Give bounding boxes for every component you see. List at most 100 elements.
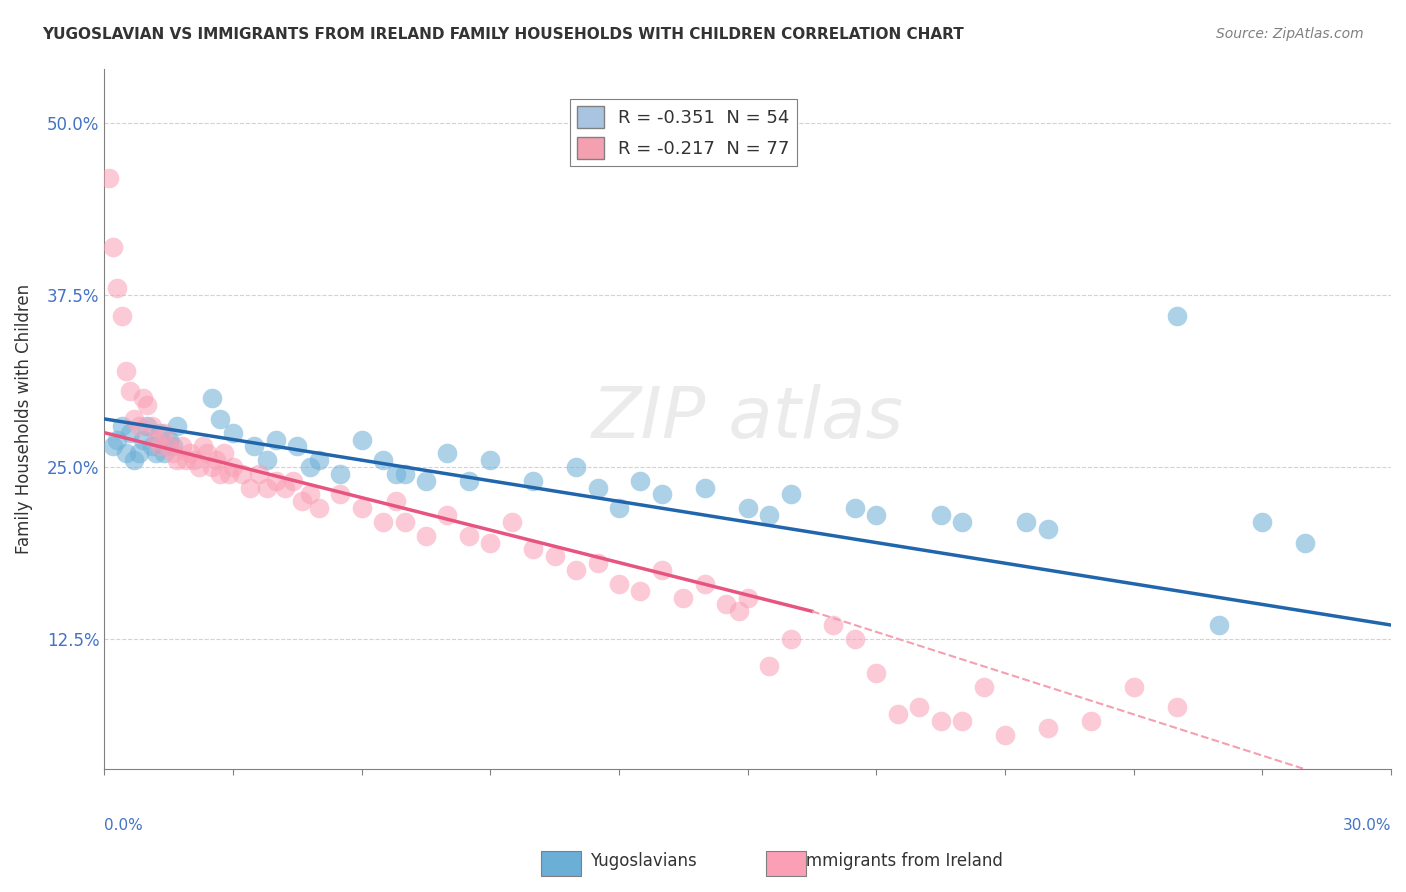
Point <box>264 474 287 488</box>
Point <box>128 418 150 433</box>
Point <box>630 474 652 488</box>
Point <box>586 481 609 495</box>
Point <box>149 439 172 453</box>
Point <box>132 392 155 406</box>
Point <box>273 481 295 495</box>
Point <box>187 460 209 475</box>
Point <box>105 433 128 447</box>
Text: YUGOSLAVIAN VS IMMIGRANTS FROM IRELAND FAMILY HOUSEHOLDS WITH CHILDREN CORRELATI: YUGOSLAVIAN VS IMMIGRANTS FROM IRELAND F… <box>42 27 965 42</box>
Text: Immigrants from Ireland: Immigrants from Ireland <box>801 852 1004 870</box>
Point <box>844 501 866 516</box>
Point <box>908 700 931 714</box>
Point <box>737 501 759 516</box>
Point <box>308 501 330 516</box>
Point <box>950 714 973 729</box>
Legend: R = -0.351  N = 54, R = -0.217  N = 77: R = -0.351 N = 54, R = -0.217 N = 77 <box>569 99 797 166</box>
Point <box>779 487 801 501</box>
Point <box>120 384 142 399</box>
Point <box>522 474 544 488</box>
Point <box>145 433 167 447</box>
Point <box>183 453 205 467</box>
Point <box>231 467 253 481</box>
Point <box>141 418 163 433</box>
Point <box>141 439 163 453</box>
Point <box>394 515 416 529</box>
Point <box>162 439 184 453</box>
Point <box>264 433 287 447</box>
Point <box>222 460 245 475</box>
Point <box>929 508 952 522</box>
Point <box>350 501 373 516</box>
Point <box>166 453 188 467</box>
Point <box>630 583 652 598</box>
Point <box>1036 522 1059 536</box>
Point <box>162 446 184 460</box>
Point <box>209 467 232 481</box>
Point <box>247 467 270 481</box>
Point <box>1080 714 1102 729</box>
Point <box>299 460 322 475</box>
Point <box>844 632 866 646</box>
Point <box>170 439 193 453</box>
Point <box>394 467 416 481</box>
Point <box>887 707 910 722</box>
Point <box>823 618 845 632</box>
Point <box>779 632 801 646</box>
Point <box>415 529 437 543</box>
Point <box>205 453 228 467</box>
Point <box>110 418 132 433</box>
Point <box>436 446 458 460</box>
Point <box>385 494 408 508</box>
Point <box>191 439 214 453</box>
Point <box>281 474 304 488</box>
Point <box>291 494 314 508</box>
Point <box>501 515 523 529</box>
Point <box>132 433 155 447</box>
Y-axis label: Family Households with Children: Family Households with Children <box>15 284 32 554</box>
Point <box>329 487 352 501</box>
Point <box>565 460 588 475</box>
Point <box>865 508 887 522</box>
Point <box>479 453 502 467</box>
Point <box>436 508 458 522</box>
Point <box>218 467 240 481</box>
Point <box>385 467 408 481</box>
Point <box>308 453 330 467</box>
Text: Yugoslavians: Yugoslavians <box>591 852 697 870</box>
Point <box>1015 515 1038 529</box>
Point <box>758 659 780 673</box>
Text: ZIP atlas: ZIP atlas <box>592 384 904 453</box>
Point <box>285 439 308 453</box>
Point <box>114 446 136 460</box>
Point <box>105 281 128 295</box>
Point <box>758 508 780 522</box>
Point <box>565 563 588 577</box>
Point <box>458 474 481 488</box>
Point <box>329 467 352 481</box>
Point <box>373 515 395 529</box>
Point <box>1251 515 1274 529</box>
Point <box>1166 309 1188 323</box>
Point <box>522 542 544 557</box>
Point <box>693 481 716 495</box>
Point <box>458 529 481 543</box>
Point <box>586 556 609 570</box>
Point <box>114 364 136 378</box>
Point <box>136 398 159 412</box>
Point <box>973 680 995 694</box>
Point <box>200 460 222 475</box>
Point <box>124 412 146 426</box>
Point <box>157 439 180 453</box>
Point <box>200 392 222 406</box>
Point <box>195 446 218 460</box>
Point <box>651 487 673 501</box>
Point <box>256 453 278 467</box>
Point <box>157 433 180 447</box>
Point <box>693 577 716 591</box>
Point <box>544 549 567 564</box>
Point <box>479 535 502 549</box>
Point <box>950 515 973 529</box>
Point <box>243 439 266 453</box>
Point <box>350 433 373 447</box>
Point <box>929 714 952 729</box>
